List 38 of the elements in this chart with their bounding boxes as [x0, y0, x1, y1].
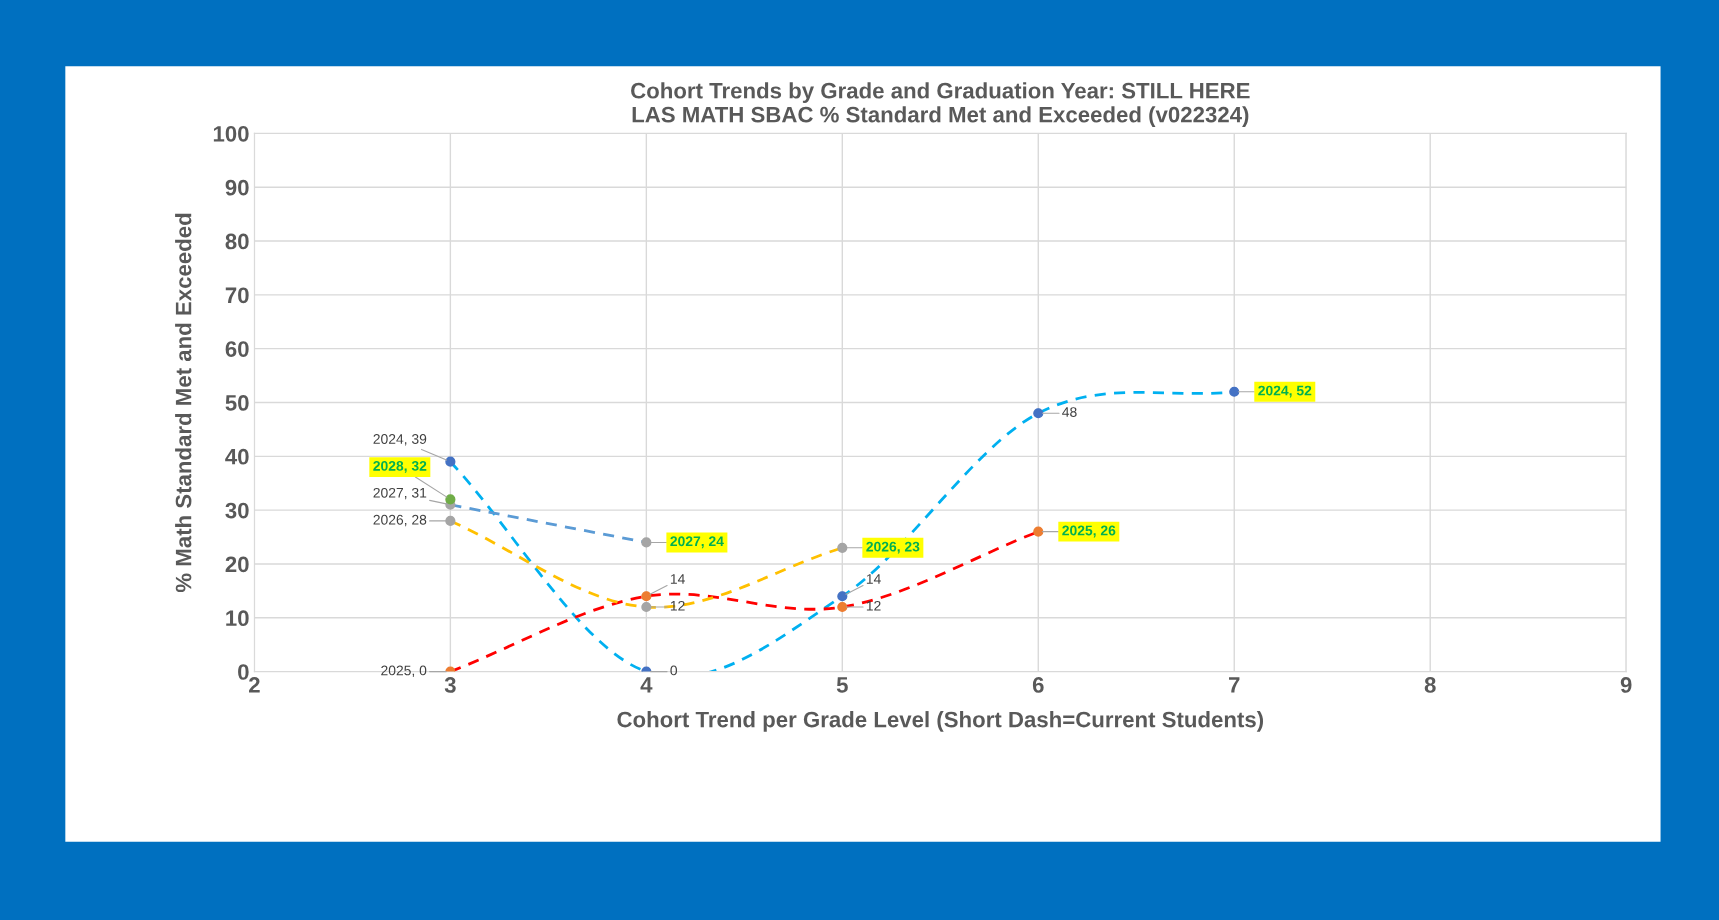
y-axis-title: % Math Standard Met and Exceeded	[175, 213, 192, 593]
y-tick-label: 0	[238, 664, 249, 680]
data-label: 2025, 26	[1062, 525, 1116, 538]
data-label: 48	[1062, 407, 1077, 417]
data-label: 2025, 0	[381, 665, 427, 677]
data-label: 2027, 24	[670, 536, 724, 549]
chart-title: Cohort Trends by Grade and Graduation Year: STILL HERE LAS MATH SBAC % Standard Met and Exceeded (v022324)	[631, 82, 1250, 127]
x-tick-label: 5	[836, 677, 848, 693]
y-tick-label: 70	[225, 287, 249, 304]
x-tick-label: 3	[444, 677, 456, 693]
x-tick-label: 2	[249, 677, 260, 693]
x-tick-label: 6	[1032, 677, 1044, 693]
point	[445, 494, 456, 505]
y-tick-label: 30	[225, 502, 249, 519]
y-tick-label: 60	[225, 341, 249, 357]
data-label: 12	[670, 600, 685, 611]
x-tick-label: 9	[1620, 677, 1632, 693]
data-label: 12	[866, 600, 881, 611]
y-tick-label: 40	[225, 448, 249, 465]
y-tick-label: 50	[225, 395, 249, 411]
data-label: 2027, 31	[373, 487, 427, 500]
data-label: 2028, 32	[373, 460, 427, 473]
data-label: 2024, 39	[373, 434, 427, 446]
x-tick-label: 7	[1229, 677, 1240, 693]
data-label: 2026, 23	[866, 541, 920, 554]
y-tick-label: 90	[225, 179, 249, 196]
y-tick-label: 100	[213, 125, 249, 142]
y-tick-label: 80	[225, 233, 249, 250]
data-label: 14	[670, 574, 685, 584]
data-label: 0	[670, 665, 678, 676]
y-tick-label: 20	[225, 556, 249, 573]
data-label: 2026, 28	[373, 514, 427, 527]
data-label: 2024, 52	[1258, 385, 1312, 398]
x-tick-label: 4	[640, 677, 653, 693]
x-axis-title: Cohort Trend per Grade Level (Short Dash=Current Students)	[617, 711, 1264, 732]
x-tick-label: 8	[1424, 677, 1436, 693]
y-tick-label: 10	[226, 610, 249, 627]
data-label: 14	[866, 574, 881, 584]
